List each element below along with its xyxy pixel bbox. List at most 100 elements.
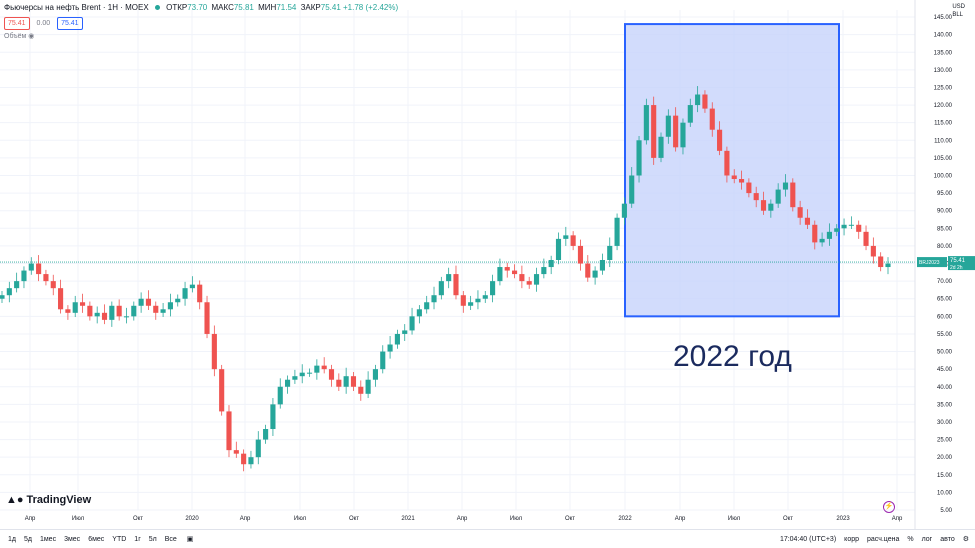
candle-body	[153, 305, 159, 313]
price-axis: 145.00 140.00 135.00 130.00 125.00 120.00 115.…	[914, 0, 975, 530]
candle-body	[826, 231, 832, 239]
candle-body	[328, 369, 335, 380]
price-tick-label: 35.00	[937, 402, 953, 408]
timeframe-1d[interactable]: 1д	[8, 535, 16, 543]
candle-body	[519, 274, 525, 282]
annotation-text[interactable]: 2022 год	[673, 340, 792, 373]
price-tick-label: 100.00	[934, 173, 953, 179]
candle-body	[585, 263, 591, 278]
candle-body	[424, 302, 430, 310]
candle-body	[782, 182, 789, 190]
candle-body	[643, 105, 649, 141]
timeframe-3m[interactable]: 3мес	[64, 535, 81, 543]
candle-body	[197, 284, 203, 303]
sell-price-button[interactable]: 75.41	[4, 17, 30, 30]
candle-body	[717, 129, 723, 151]
candle-body	[790, 182, 796, 208]
auto-button[interactable]: авто	[940, 535, 955, 543]
candle-body	[189, 284, 195, 289]
candle-body	[241, 453, 247, 465]
timeframe-ytd[interactable]: YTD	[112, 535, 127, 543]
candle-body	[673, 115, 679, 148]
time-tick-label: Апр	[675, 516, 686, 522]
timeframe-6m[interactable]: 6мес	[88, 535, 105, 543]
candle-body	[58, 288, 64, 310]
price-tick-label: 115.00	[934, 121, 953, 127]
symbol-title[interactable]: Фьючерсы на нефть Brent · 1Н · MOEX	[4, 3, 149, 12]
settings-gear-icon[interactable]: ⚙	[962, 536, 969, 543]
buy-price-button[interactable]: 75.41	[57, 17, 83, 30]
candle-body	[621, 203, 627, 218]
price-tick-label: 50.00	[937, 350, 953, 356]
percent-button[interactable]: %	[907, 535, 914, 543]
candle-body	[285, 379, 291, 387]
time-tick-label: 2020	[185, 516, 199, 522]
tradingview-logo[interactable]: ▲● TradingView	[6, 494, 91, 506]
candle-body	[314, 365, 320, 373]
candle-body	[746, 182, 752, 194]
clock[interactable]: 17:04:40 (UTC+3)	[779, 535, 837, 543]
candle-body	[211, 333, 217, 370]
candle-body	[380, 351, 386, 370]
candle-body	[123, 316, 130, 318]
timeframe-1y[interactable]: 1г	[134, 535, 141, 543]
time-tick-label: 2021	[401, 516, 415, 522]
tradingview-logo-text: TradingView	[26, 494, 92, 506]
date-range-icon[interactable]: ▣	[186, 536, 194, 543]
candle-body	[402, 330, 408, 334]
candle-body	[468, 302, 474, 306]
candle-body	[570, 235, 576, 246]
volume-indicator[interactable]: Объём ◉	[4, 32, 34, 40]
lightning-icon[interactable]: ⚡	[883, 501, 895, 513]
candle-body	[131, 305, 137, 317]
price-tick-label: 90.00	[937, 209, 953, 215]
candle-body	[160, 309, 166, 313]
candle-body	[101, 312, 108, 320]
time-axis: Апр Июл Окт 2020 Апр Июл Окт 2021 Апр Июл Окт 2022 А…	[25, 516, 903, 522]
price-tick-label: 15.00	[937, 473, 953, 479]
last-price-value: 75.41	[950, 258, 966, 264]
price-tick-label: 5.00	[940, 508, 952, 514]
last-price-symbol: BRJ2023	[919, 260, 940, 266]
candle-body	[226, 411, 232, 451]
price-tick-label: 70.00	[937, 279, 953, 285]
candle-body	[753, 193, 759, 201]
candle-body	[541, 267, 547, 275]
candle-body	[548, 260, 554, 268]
candle-body	[475, 298, 481, 303]
candle-body	[167, 302, 173, 310]
candle-body	[446, 274, 452, 282]
spread-value: 0.00	[36, 20, 51, 27]
timeframe-5y[interactable]: 5л	[148, 535, 157, 543]
highlight-rectangle-2022[interactable]	[624, 23, 840, 318]
ohlc-open: ОТКР73.70	[166, 3, 208, 12]
settlement-price-button[interactable]: расч.цена	[867, 535, 900, 543]
candle-body	[431, 295, 437, 303]
currency-selector[interactable]: USD BLL	[952, 3, 965, 19]
candle-body	[768, 203, 774, 211]
timeframe-5d[interactable]: 5д	[23, 535, 32, 543]
adjust-button[interactable]: корр	[844, 535, 859, 543]
candle-body	[292, 376, 298, 380]
candle-body	[870, 245, 876, 257]
candle-body	[665, 115, 671, 137]
candle-body	[321, 365, 327, 370]
candle-body	[629, 175, 635, 204]
price-tick-label: 55.00	[937, 332, 953, 338]
log-button[interactable]: лог	[921, 535, 933, 543]
candle-body	[36, 263, 42, 275]
price-tick-label: 60.00	[937, 314, 953, 320]
timeframe-1m[interactable]: 1мес	[39, 535, 57, 543]
time-tick-label: Окт	[133, 516, 143, 522]
eye-icon[interactable]: ◉	[28, 33, 35, 40]
candle-body	[731, 175, 737, 180]
timeframe-all[interactable]: Все	[164, 535, 177, 543]
time-tick-label: Июл	[728, 516, 741, 522]
candle-body	[109, 305, 115, 320]
candle-body	[263, 429, 269, 440]
candle-body	[0, 295, 5, 299]
time-tick-label: Окт	[349, 516, 359, 522]
currency-label: USD	[952, 4, 965, 10]
unit-label: BLL	[952, 12, 964, 18]
